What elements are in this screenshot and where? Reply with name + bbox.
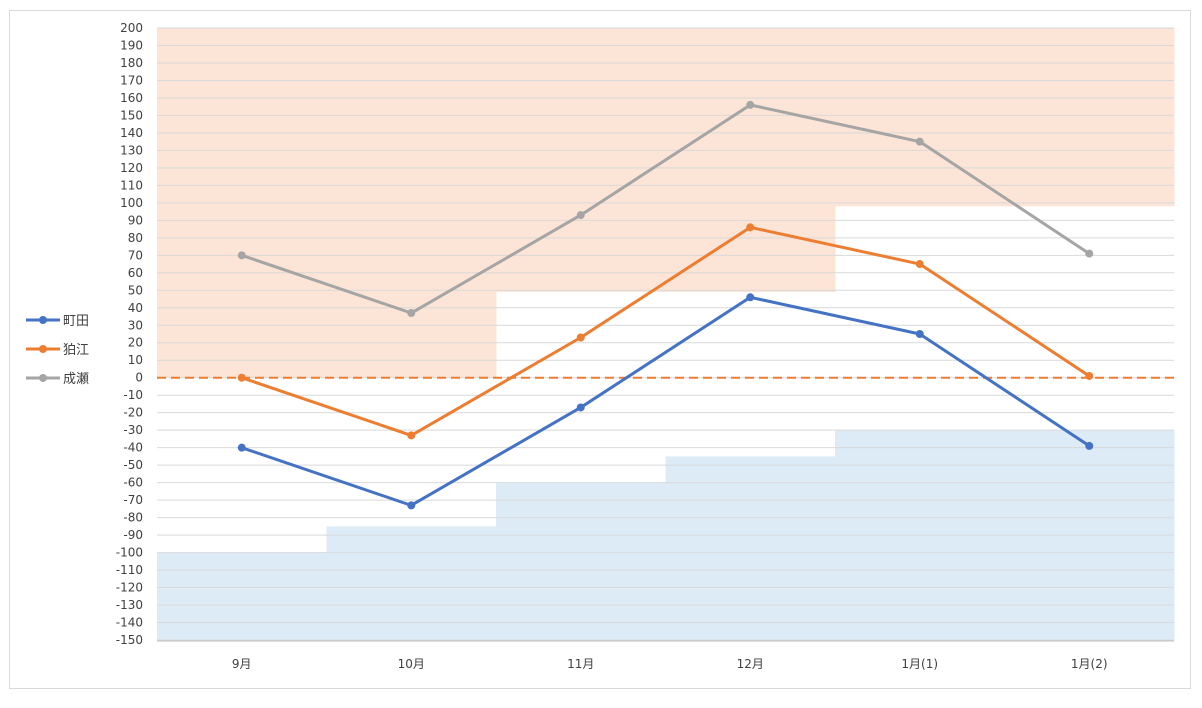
series-3 bbox=[237, 100, 1094, 318]
x-tick-label: 11月 bbox=[567, 657, 594, 671]
y-tick-label: 110 bbox=[120, 178, 143, 192]
x-axis-ticks: 9月 10月 11月 12月 1月(1) 1月(2) bbox=[232, 657, 1108, 671]
legend-label: 狛江 bbox=[63, 343, 89, 358]
data-point bbox=[1085, 441, 1094, 450]
y-tick-label: 20 bbox=[128, 336, 143, 350]
y-tick-label: 30 bbox=[128, 318, 143, 332]
series-line bbox=[240, 103, 1091, 315]
y-tick-label: -10 bbox=[123, 388, 143, 402]
y-tick-label: 160 bbox=[120, 91, 143, 105]
data-point bbox=[1085, 249, 1094, 258]
y-tick-label: 70 bbox=[128, 248, 143, 262]
upper-band-segment bbox=[496, 28, 666, 293]
upper-band-segment bbox=[665, 28, 836, 293]
data-point bbox=[237, 443, 246, 452]
y-tick-label: 90 bbox=[128, 213, 143, 227]
legend-item: 成瀬 bbox=[26, 372, 89, 387]
y-tick-label: 180 bbox=[120, 56, 143, 70]
x-tick-label: 10月 bbox=[398, 657, 425, 671]
series-line bbox=[240, 295, 1091, 507]
x-tick-label: 1月(2) bbox=[1071, 657, 1108, 671]
y-tick-label: -80 bbox=[123, 511, 143, 525]
data-point bbox=[237, 251, 246, 260]
lower-band-segment bbox=[157, 552, 327, 640]
data-point bbox=[915, 137, 924, 146]
y-tick-label: 80 bbox=[128, 231, 143, 245]
y-tick-label: 130 bbox=[120, 143, 143, 157]
series-line bbox=[240, 225, 1091, 437]
data-point bbox=[407, 431, 416, 440]
y-tick-label: -130 bbox=[116, 598, 143, 612]
legend-item: 狛江 bbox=[26, 343, 89, 358]
y-tick-label: -140 bbox=[116, 616, 143, 630]
gridlines bbox=[157, 27, 1174, 641]
data-point bbox=[407, 501, 416, 510]
y-tick-label: 190 bbox=[120, 38, 143, 52]
y-tick-label: -50 bbox=[123, 458, 143, 472]
y-tick-label: 150 bbox=[120, 108, 143, 122]
x-tick-label: 1月(1) bbox=[901, 657, 938, 671]
data-point bbox=[746, 293, 755, 302]
legend-marker bbox=[39, 374, 47, 382]
legend-marker bbox=[39, 345, 47, 353]
y-tick-label: 120 bbox=[120, 161, 143, 175]
y-tick-label: 200 bbox=[120, 21, 143, 35]
y-tick-label: -100 bbox=[116, 546, 143, 560]
legend-label: 町田 bbox=[63, 314, 89, 329]
legend-item: 町田 bbox=[26, 314, 89, 329]
series-1 bbox=[237, 293, 1094, 510]
x-tick-label: 9月 bbox=[232, 657, 252, 671]
data-point bbox=[576, 333, 585, 342]
y-tick-label: 40 bbox=[128, 301, 143, 315]
data-point bbox=[746, 223, 755, 232]
lower-band-segment bbox=[326, 526, 497, 640]
y-axis-ticks: -150-140-130-120-110-100-90-80-70-60-50-… bbox=[116, 21, 143, 647]
upper-band-segment bbox=[1004, 28, 1175, 207]
y-tick-label: 140 bbox=[120, 126, 143, 140]
y-tick-label: 60 bbox=[128, 266, 143, 280]
series-2 bbox=[237, 223, 1094, 440]
y-tick-label: -120 bbox=[116, 581, 143, 595]
data-point bbox=[915, 330, 924, 338]
y-tick-label: -20 bbox=[123, 406, 143, 420]
data-point bbox=[237, 373, 246, 382]
legend-marker bbox=[39, 316, 47, 324]
y-tick-label: 170 bbox=[120, 73, 143, 87]
y-tick-label: -150 bbox=[116, 633, 143, 647]
data-point bbox=[407, 309, 416, 318]
y-tick-label: -30 bbox=[123, 423, 143, 437]
data-point bbox=[576, 211, 585, 220]
y-tick-label: 0 bbox=[135, 371, 143, 385]
y-tick-label: -90 bbox=[123, 528, 143, 542]
y-tick-label: -40 bbox=[123, 441, 143, 455]
data-point bbox=[746, 100, 755, 109]
lower-band-segment bbox=[665, 456, 836, 640]
y-tick-label: 100 bbox=[120, 196, 143, 210]
data-point bbox=[1085, 371, 1094, 380]
y-tick-label: -70 bbox=[123, 493, 143, 507]
legend-label: 成瀬 bbox=[63, 372, 89, 387]
data-point bbox=[576, 403, 585, 412]
x-tick-label: 12月 bbox=[737, 657, 764, 671]
lower-band-segment bbox=[496, 482, 666, 640]
y-tick-label: -60 bbox=[123, 476, 143, 490]
y-tick-label: -110 bbox=[116, 563, 143, 577]
y-tick-label: 50 bbox=[128, 283, 143, 297]
upper-band-segment bbox=[835, 28, 1005, 207]
data-point bbox=[915, 260, 924, 269]
y-tick-label: 10 bbox=[128, 353, 143, 367]
